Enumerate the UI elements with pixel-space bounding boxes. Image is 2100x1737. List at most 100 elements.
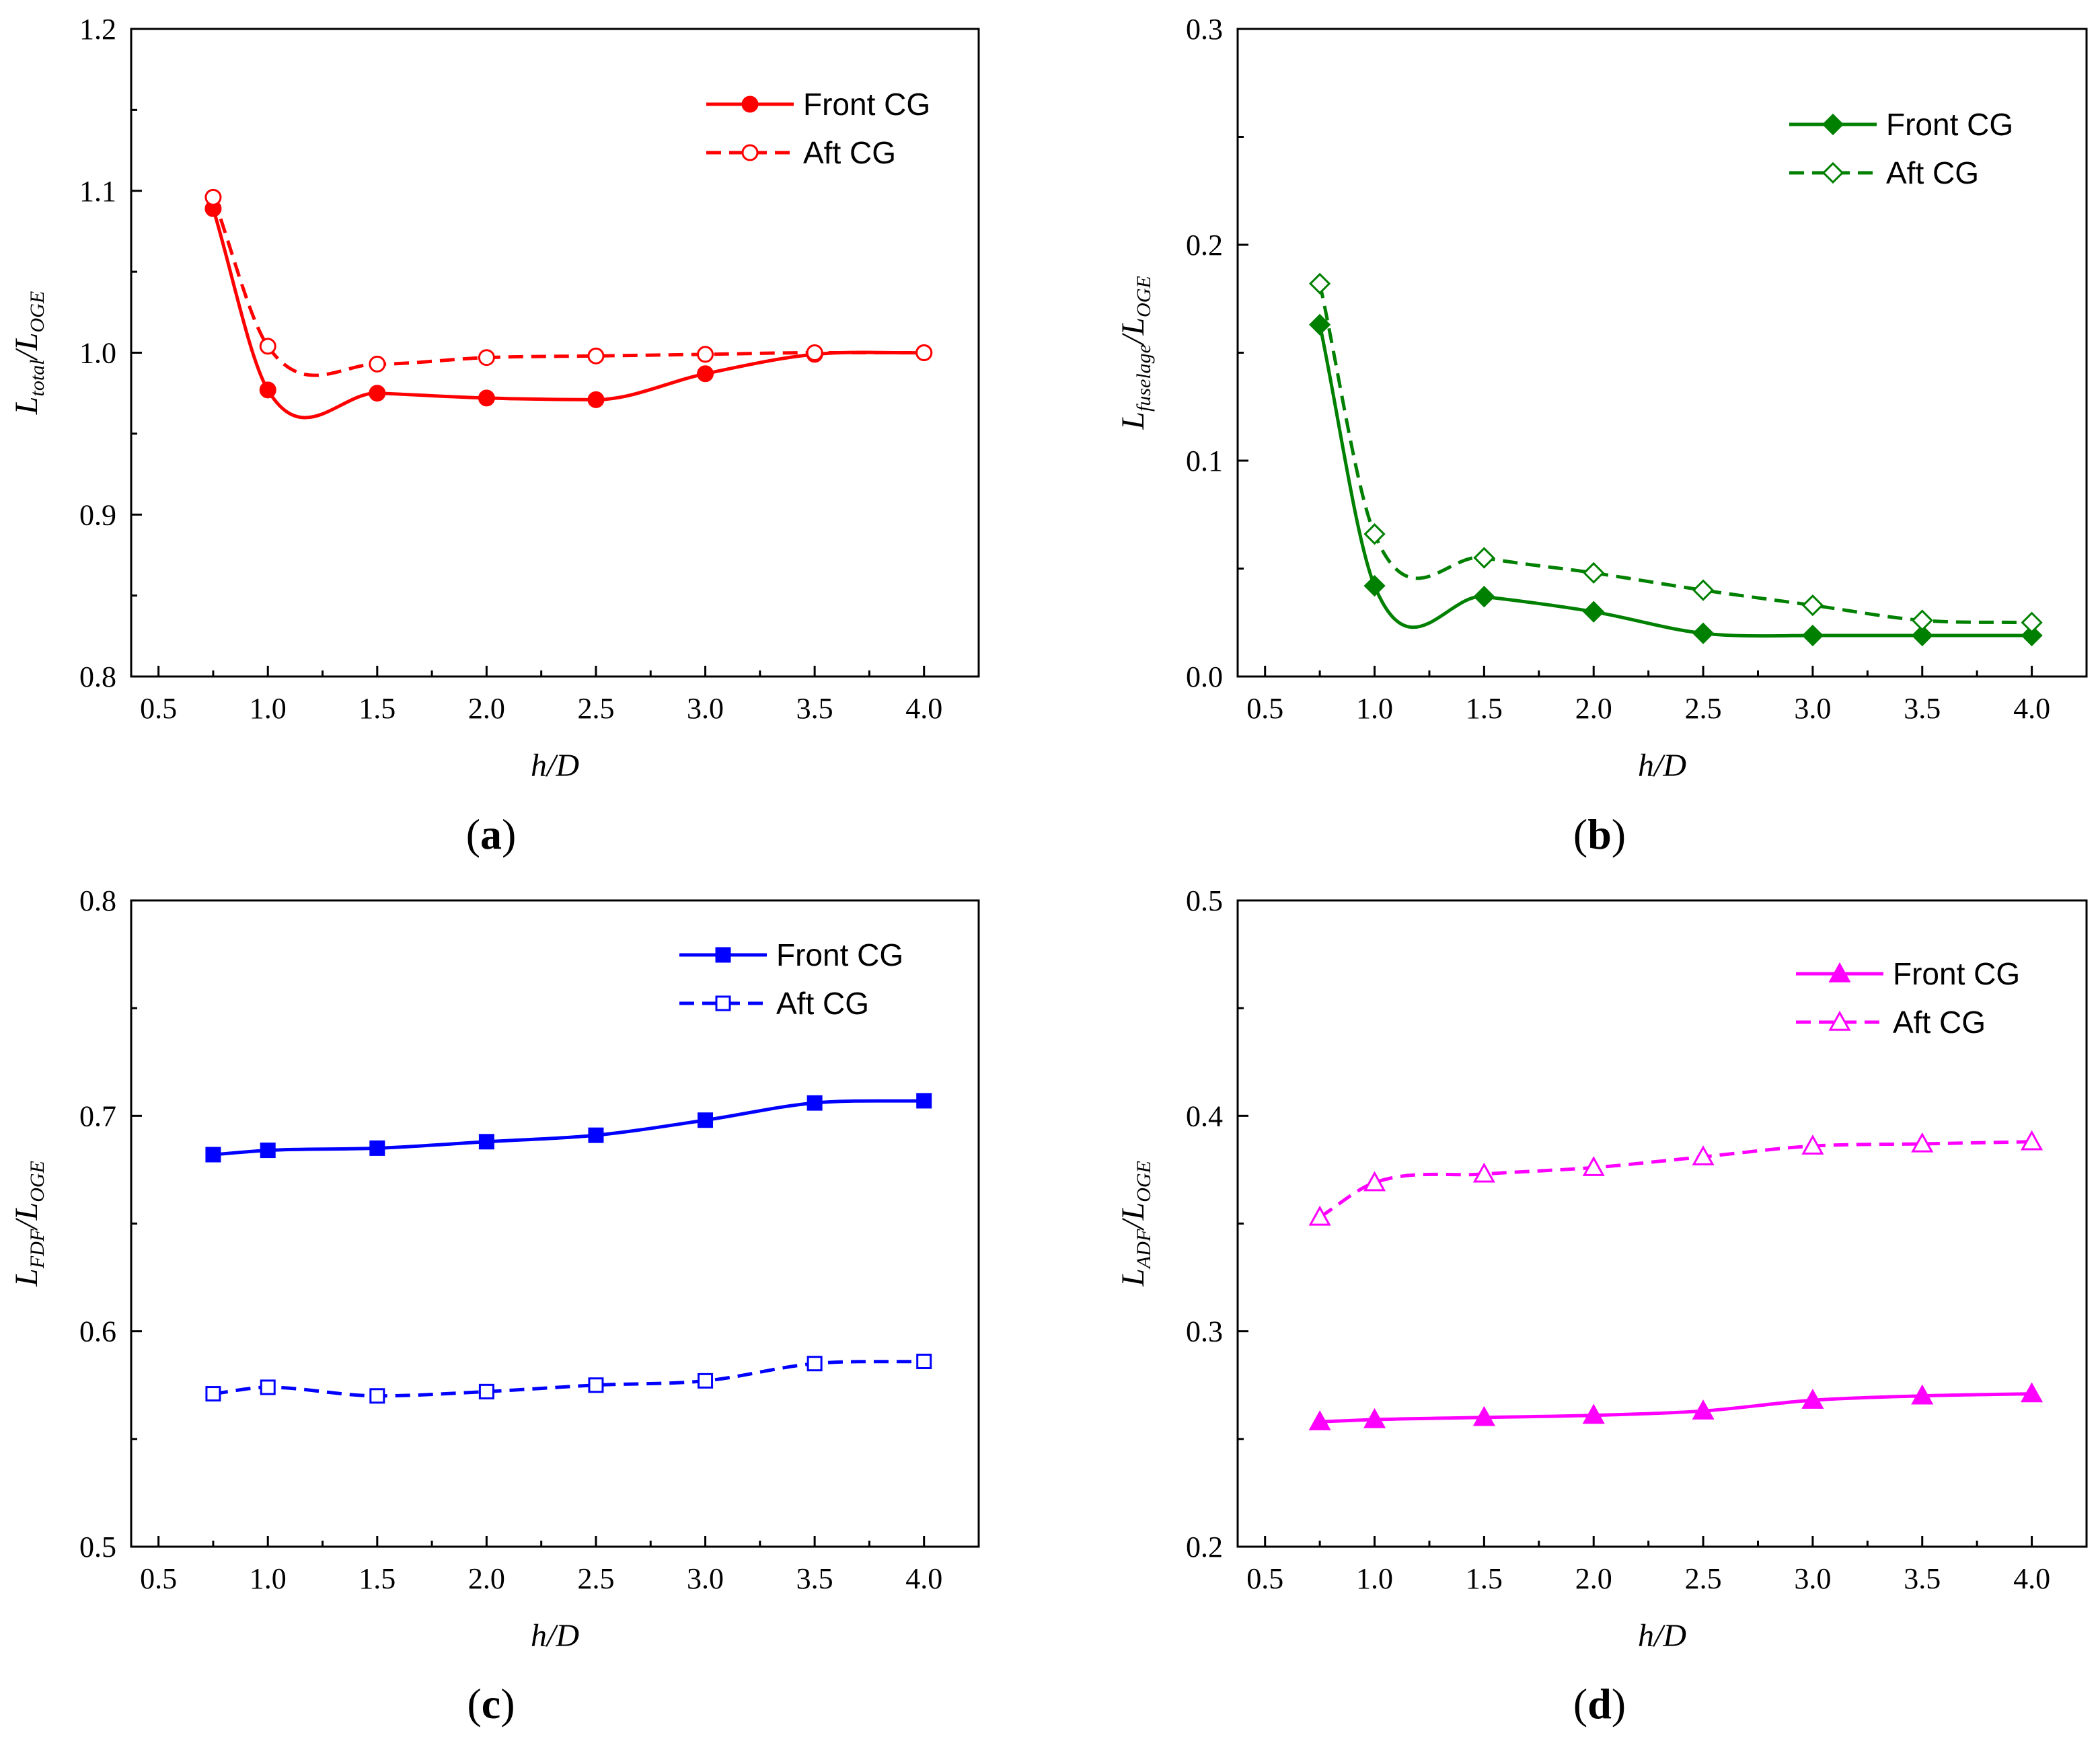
- data-point: [205, 1386, 221, 1402]
- data-point: [2021, 624, 2043, 647]
- data-point: [1583, 562, 1605, 584]
- x-tick-label: 4.0: [905, 692, 942, 725]
- x-axis-title: h/D: [1638, 1618, 1686, 1654]
- series-line: [211, 196, 924, 377]
- data-point: [915, 344, 933, 361]
- data-point: [588, 1377, 604, 1393]
- x-tick-label: 2.5: [1685, 692, 1722, 725]
- data-point: [1363, 575, 1386, 597]
- y-axis-title: LFDF/LOGE: [9, 1161, 48, 1287]
- x-tick-label: 1.0: [1356, 692, 1393, 725]
- y-tick-label: 0.2: [1186, 229, 1223, 262]
- y-tick-label: 0.6: [79, 1315, 116, 1348]
- series-front-cg: [1309, 313, 2043, 647]
- x-tick-label: 1.0: [1356, 1562, 1393, 1595]
- x-tick-label: 1.5: [1466, 692, 1503, 725]
- data-point: [697, 346, 714, 363]
- x-tick-label: 4.0: [2013, 692, 2050, 725]
- x-tick-label: 3.0: [687, 692, 724, 725]
- legend-entry: Aft CG: [1796, 1005, 1986, 1040]
- data-point: [698, 1112, 714, 1128]
- data-point: [1692, 622, 1715, 644]
- x-tick-label: 3.5: [1904, 692, 1941, 725]
- series-line: [1318, 324, 2032, 638]
- legend-entry: Front CG: [706, 87, 930, 122]
- data-point: [369, 1388, 385, 1404]
- x-tick-label: 3.5: [1904, 1562, 1941, 1595]
- x-tick-label: 4.0: [905, 1562, 942, 1595]
- x-axis-title: h/D: [1638, 748, 1686, 783]
- legend-marker: [715, 995, 731, 1011]
- legend-label: Aft CG: [1886, 155, 1979, 190]
- series-front-cg: [204, 200, 933, 420]
- panel-label: (d): [1573, 1680, 1626, 1728]
- x-tick-label: 2.0: [468, 1562, 505, 1595]
- chart-panel-b: 0.5 1.0 1.5 2.0 2.5 3.0 3.5 4.0 0.0 0.1 0.2 0.3 h/D L…: [1115, 13, 2088, 858]
- plot-frame: [1236, 899, 2088, 1548]
- y-tick-label: 0.8: [79, 660, 116, 693]
- legend-marker: [741, 144, 759, 161]
- y-tick-label: 0.8: [79, 884, 116, 917]
- legend-entry: Aft CG: [1789, 155, 1979, 190]
- x-tick-label: 4.0: [2013, 1562, 2050, 1595]
- y-tick-label: 0.1: [1186, 445, 1223, 477]
- y-tick-label: 0.4: [1186, 1099, 1223, 1132]
- data-point: [1309, 313, 1331, 336]
- data-point: [587, 391, 605, 408]
- data-point: [916, 1354, 932, 1370]
- x-tick-label: 2.0: [468, 692, 505, 725]
- legend-entry: Front CG: [679, 937, 903, 972]
- y-tick-label: 0.3: [1186, 1315, 1223, 1348]
- series-front-cg: [1308, 1382, 2043, 1430]
- data-point: [1801, 1134, 1824, 1155]
- data-point: [369, 355, 386, 373]
- data-point: [204, 188, 222, 206]
- data-point: [916, 1093, 932, 1109]
- y-tick-label: 0.3: [1186, 13, 1223, 46]
- data-point: [806, 344, 823, 361]
- x-axis-title: h/D: [531, 748, 579, 783]
- data-point: [205, 1147, 221, 1163]
- data-point: [1911, 1132, 1934, 1153]
- x-tick-label: 1.0: [250, 692, 287, 725]
- data-point: [1911, 1384, 1934, 1405]
- x-tick-label: 3.0: [1794, 692, 1831, 725]
- data-point: [478, 389, 495, 407]
- legend-marker: [715, 947, 731, 963]
- data-point: [1363, 1407, 1386, 1428]
- data-point: [1582, 1156, 1605, 1176]
- x-tick-label: 0.5: [1246, 1562, 1283, 1595]
- panel-label: (c): [467, 1680, 515, 1728]
- legend-marker: [1822, 113, 1844, 136]
- x-tick-label: 2.5: [1685, 1562, 1722, 1595]
- data-point: [478, 349, 495, 366]
- data-point: [369, 385, 386, 402]
- chart-panel-d: 0.5 1.0 1.5 2.0 2.5 3.0 3.5 4.0 0.2 0.3 0.4 0.5 h/D L…: [1115, 884, 2088, 1728]
- x-tick-label: 2.5: [577, 1562, 614, 1595]
- series-aft-cg: [205, 1354, 932, 1404]
- data-point: [1692, 1145, 1715, 1165]
- y-axis-title: LADF/LOGE: [1115, 1161, 1155, 1287]
- data-point: [1309, 272, 1331, 295]
- data-point: [1911, 609, 1933, 631]
- legend-marker: [1822, 161, 1844, 184]
- x-tick-label: 0.5: [140, 692, 177, 725]
- y-tick-label: 1.1: [79, 175, 116, 208]
- data-point: [1308, 1410, 1331, 1430]
- y-axis-title: Lfuselage/LOGE: [1115, 276, 1155, 430]
- panel-label: (b): [1573, 810, 1626, 858]
- y-tick-label: 0.5: [1186, 884, 1223, 917]
- data-point: [1911, 624, 1933, 647]
- x-tick-label: 1.5: [1466, 1562, 1503, 1595]
- x-tick-label: 2.0: [1575, 692, 1612, 725]
- legend-entry: Aft CG: [706, 135, 896, 170]
- x-tick-label: 1.0: [250, 1562, 287, 1595]
- legend-marker: [1828, 1010, 1851, 1031]
- series-line: [213, 1099, 924, 1157]
- data-point: [369, 1140, 385, 1156]
- legend-label: Front CG: [1886, 107, 2013, 142]
- series-aft-cg: [1309, 272, 2043, 633]
- x-tick-label: 1.5: [359, 1562, 396, 1595]
- series-line: [1320, 1392, 2032, 1424]
